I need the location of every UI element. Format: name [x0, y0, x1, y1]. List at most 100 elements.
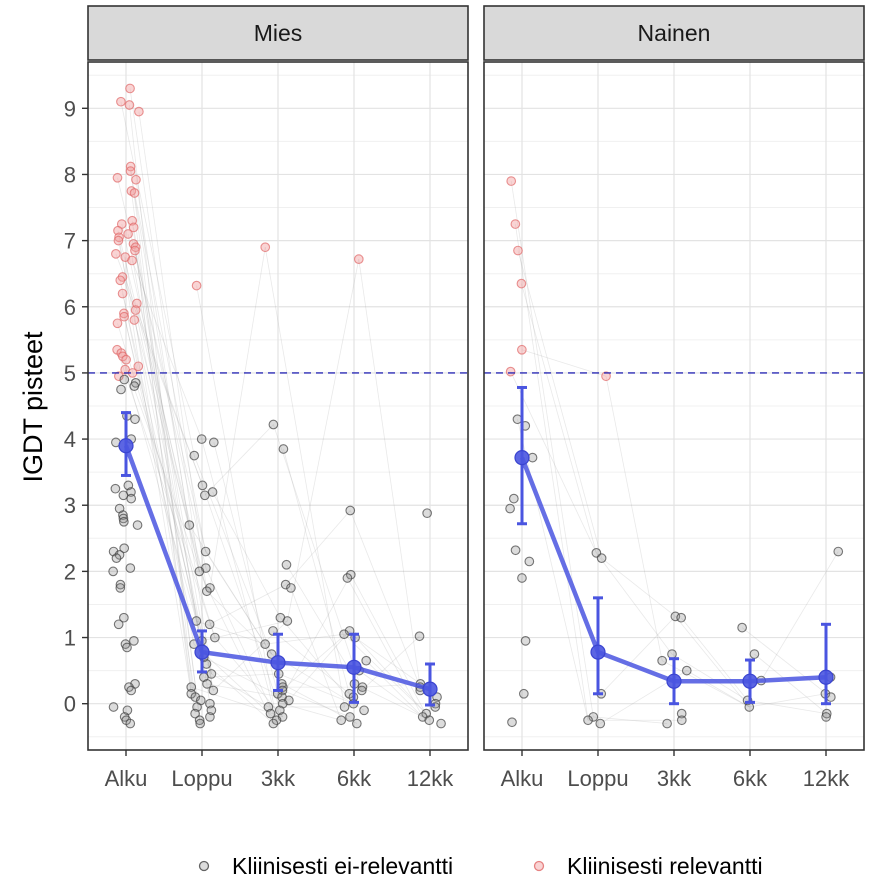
y-tick-label: 7: [64, 229, 76, 254]
legend-key-relevantti: [533, 860, 545, 872]
trajectory-line: [747, 699, 827, 715]
data-point-relevant: [115, 275, 126, 286]
data-point-relevant: [130, 242, 141, 253]
data-point-ei-relevantti: [339, 702, 350, 712]
trajectory-line: [124, 257, 196, 698]
data-point-relevant: [111, 248, 121, 259]
data-point-ei-relevantti: [657, 655, 667, 666]
trajectory-line: [358, 259, 421, 688]
trajectory-line: [131, 260, 203, 440]
data-point-relevant: [125, 83, 135, 94]
y-tick-label: 5: [64, 361, 76, 386]
strip-header: [483, 5, 865, 61]
data-point-ei-relevantti: [356, 685, 367, 696]
trajectory-line: [213, 442, 279, 694]
data-point-ei-relevantti: [110, 483, 121, 494]
data-point-ei-relevantti: [111, 553, 122, 564]
data-point-ei-relevantti: [510, 545, 521, 556]
trajectory-line: [196, 620, 266, 645]
data-point-ei-relevantti: [278, 444, 289, 454]
trajectory-line: [273, 424, 363, 691]
data-point-ei-relevantti: [517, 573, 527, 583]
data-point-ei-relevantti: [125, 563, 136, 573]
trajectory-line: [122, 276, 203, 486]
data-point-relevant: [510, 219, 521, 229]
data-point-ei-relevantti: [190, 708, 200, 719]
data-point-ei-relevantti: [518, 688, 529, 699]
data-point-relevant: [112, 318, 123, 329]
trajectory-line: [205, 551, 266, 645]
trajectory-line: [134, 192, 207, 552]
data-point-relevant: [119, 308, 129, 319]
data-point-ei-relevantti: [190, 692, 201, 702]
x-tick-label: Loppu: [171, 766, 232, 791]
data-point-ei-relevantti: [132, 520, 143, 530]
data-point-ei-relevantti: [505, 503, 515, 514]
trajectory-line: [671, 653, 748, 701]
data-point-ei-relevantti: [821, 712, 831, 722]
legend: Kliinisesti ei-relevantti Kliinisesti re…: [198, 853, 763, 879]
data-point-ei-relevantti: [357, 682, 368, 693]
trajectory-line: [749, 693, 826, 708]
data-point-relevant: [127, 255, 137, 266]
trajectory-line: [129, 104, 196, 714]
trajectory-line: [675, 616, 750, 708]
data-point-ei-relevantti: [108, 566, 118, 577]
x-tick-label: Loppu: [567, 766, 628, 791]
trajectory-line: [347, 577, 424, 718]
trajectory-line: [189, 524, 272, 655]
data-point-ei-relevantti: [194, 715, 205, 726]
trajectory-line: [213, 620, 288, 691]
legend-key-ei-relevantti: [198, 860, 210, 872]
data-point-ei-relevantti: [129, 381, 140, 392]
trajectory-line: [131, 220, 192, 694]
data-point-relevant: [125, 166, 136, 177]
x-tick-label: 3kk: [657, 766, 692, 791]
trajectory-line: [120, 352, 212, 675]
data-point-relevant: [130, 305, 141, 315]
trajectory-line: [661, 660, 750, 708]
data-point-ei-relevantti: [116, 384, 126, 395]
data-point-ei-relevantti: [509, 493, 519, 504]
data-point-ei-relevantti: [833, 546, 844, 557]
legend-label-relevantti: Kliinisesti relevantti: [567, 853, 763, 879]
data-point-ei-relevantti: [595, 718, 606, 729]
data-point-ei-relevantti: [737, 622, 747, 633]
mean-point: [194, 644, 210, 660]
data-point-ei-relevantti: [196, 434, 207, 444]
data-point-relevant: [513, 245, 523, 256]
trajectory-line: [118, 237, 192, 694]
data-point-relevant: [128, 222, 139, 233]
data-point-ei-relevantti: [436, 718, 446, 729]
data-point-relevant: [123, 229, 133, 239]
data-point-ei-relevantti: [265, 708, 276, 719]
data-point-ei-relevantti: [118, 513, 129, 524]
trajectory-line: [281, 574, 352, 698]
trajectory-line: [686, 670, 750, 708]
data-point-ei-relevantti: [130, 414, 140, 425]
mean-point: [422, 681, 438, 697]
data-point-ei-relevantti: [670, 611, 681, 622]
trajectory-line: [349, 510, 421, 688]
trajectory-line: [203, 673, 279, 678]
trajectory-line: [138, 111, 208, 592]
mean-point: [818, 669, 834, 685]
data-point-ei-relevantti: [351, 718, 362, 729]
data-point-ei-relevantti: [280, 579, 291, 590]
trajectory-line: [212, 491, 281, 618]
data-point-ei-relevantti: [749, 649, 760, 659]
trajectory-line: [130, 190, 201, 724]
data-point-ei-relevantti: [119, 516, 129, 527]
data-point-ei-relevantti: [115, 583, 126, 593]
trajectory-line: [283, 448, 350, 694]
trajectory-line: [680, 617, 748, 701]
x-tick-label: Alku: [105, 766, 148, 791]
data-point-ei-relevantti: [119, 543, 130, 554]
data-point-relevant: [114, 371, 124, 382]
data-point-ei-relevantti: [676, 715, 687, 726]
trajectory-line: [760, 551, 839, 681]
trajectory-line: [280, 617, 354, 704]
data-point-ei-relevantti: [199, 490, 210, 501]
data-point-relevant: [124, 100, 135, 110]
trajectory-line: [199, 571, 274, 724]
